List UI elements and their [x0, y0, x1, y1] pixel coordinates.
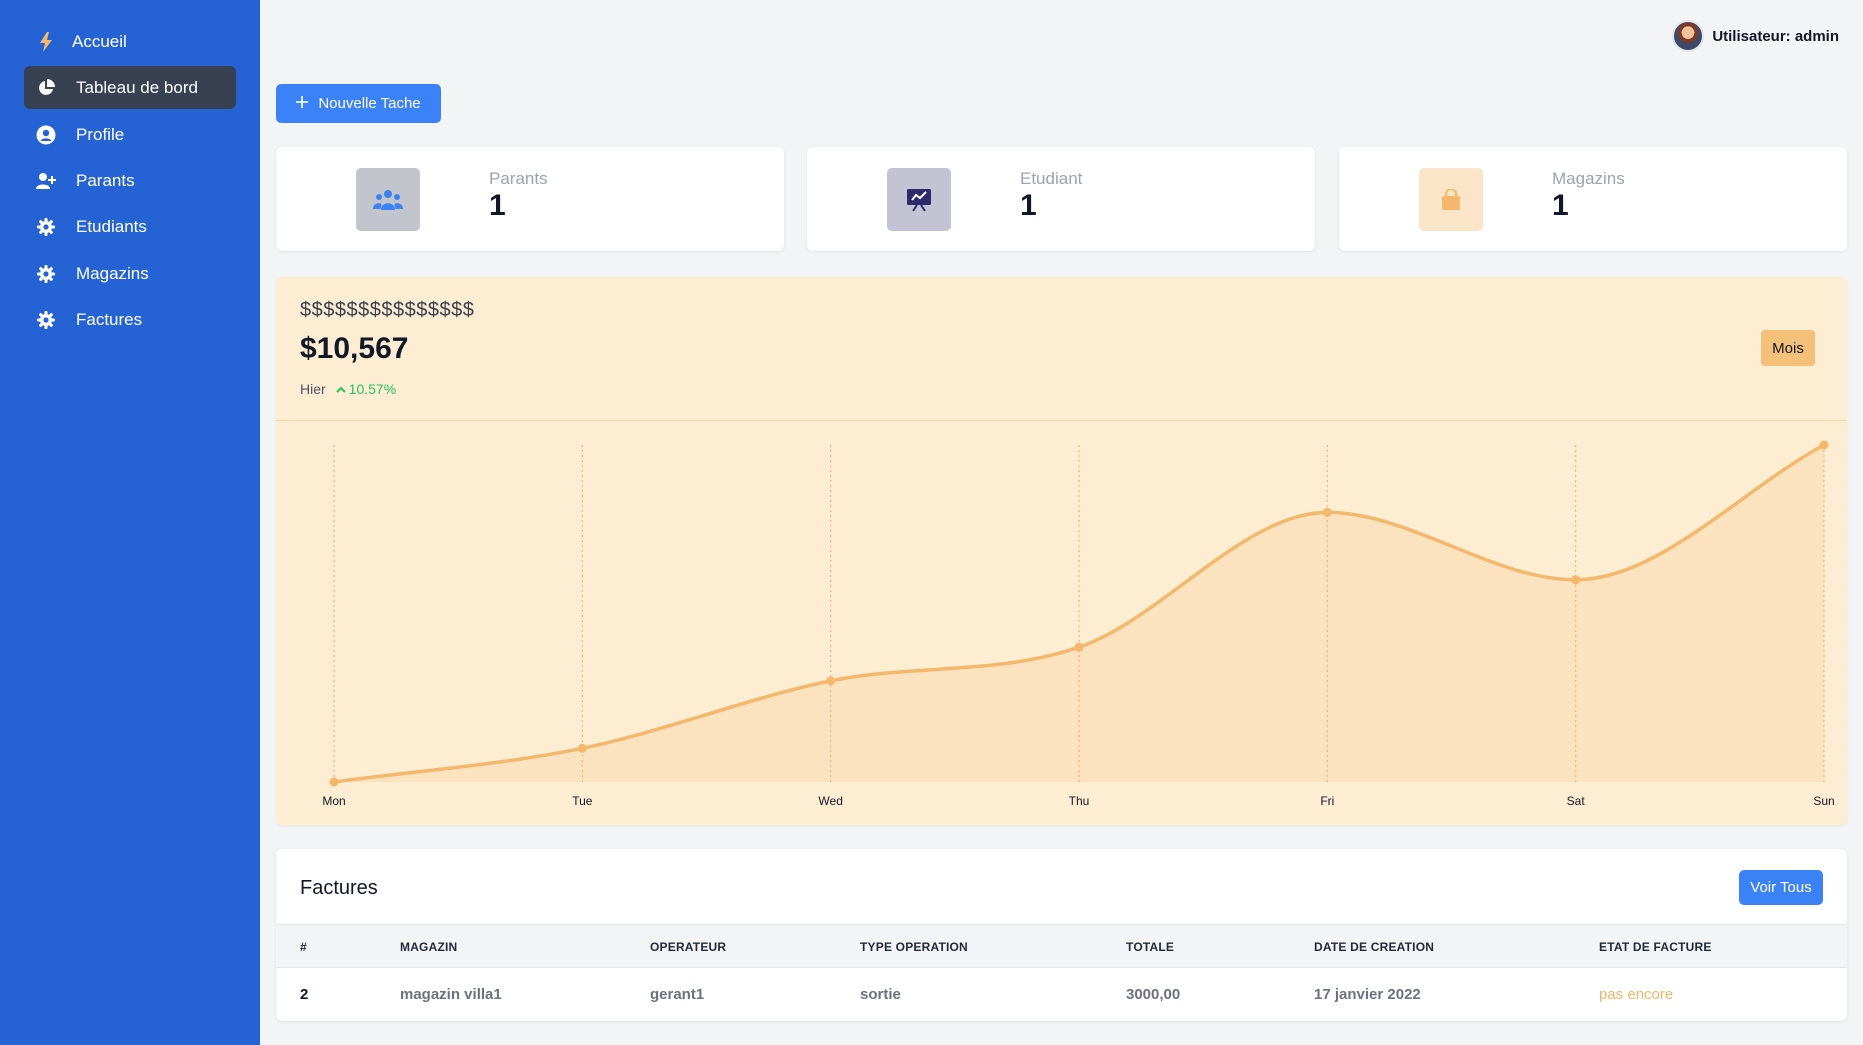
stat-value: 1 [1552, 189, 1569, 222]
stat-value: 1 [489, 189, 506, 222]
chevron-up-icon [335, 381, 346, 397]
x-tick-label: Tue [572, 794, 593, 808]
cell-id: 2 [300, 986, 309, 1003]
sidebar-item-label: Parants [76, 170, 135, 190]
series-area [334, 445, 1824, 782]
user-plus-icon [34, 169, 58, 193]
sidebar-item-etudiants[interactable]: Etudiants [24, 205, 236, 248]
sidebar-item-magazins[interactable]: Magazins [24, 252, 236, 295]
factures-panel: Factures Voir Tous # MAGAZIN OPERATEUR T… [276, 849, 1847, 1021]
shopping-bag-icon [1419, 168, 1483, 231]
factures-title: Factures [300, 877, 378, 899]
column-header: OPERATEUR [650, 940, 727, 954]
new-task-button[interactable]: Nouvelle Tache [276, 84, 441, 123]
sidebar-item-profile[interactable]: Profile [24, 113, 236, 156]
x-tick-label: Fri [1320, 794, 1334, 808]
period-label: Hier [300, 381, 326, 397]
sidebar-item-label: Factures [76, 309, 143, 329]
stat-card-parants: Parants 1 [276, 147, 784, 251]
x-tick-label: Thu [1069, 794, 1090, 808]
users-icon [356, 168, 420, 231]
stat-label: Parants [489, 169, 548, 188]
x-tick-label: Sun [1813, 794, 1834, 808]
column-header: MAGAZIN [400, 940, 458, 954]
cell-totale: 3000,00 [1126, 986, 1181, 1003]
cell-operateur: gerant1 [650, 986, 705, 1003]
sidebar-item-label: Accueil [72, 31, 127, 51]
stat-card-magazins: Magazins 1 [1339, 147, 1847, 251]
user-label: Utilisateur: admin [1712, 27, 1839, 45]
stat-value: 1 [1020, 189, 1037, 222]
revenue-heading: $$$$$$$$$$$$$$$ [300, 299, 475, 321]
status-badge: pas encore [1599, 986, 1674, 1003]
x-tick-label: Mon [322, 794, 345, 808]
point-thu [1074, 642, 1084, 652]
point-fri [1322, 507, 1332, 517]
new-task-label: Nouvelle Tache [318, 95, 421, 112]
sidebar-item-parants[interactable]: Parants [24, 159, 236, 202]
x-tick-label: Sat [1567, 794, 1586, 808]
revenue-amount: $10,567 [300, 332, 409, 365]
column-header: # [300, 940, 307, 954]
column-header: DATE DE CREATION [1314, 940, 1435, 954]
sidebar-item-label: Etudiants [76, 216, 147, 236]
sidebar-item-label: Profile [76, 124, 125, 144]
sidebar-item-factures[interactable]: Factures [24, 298, 236, 341]
sidebar-item-label: Tableau de bord [76, 77, 198, 97]
bolt-icon [34, 30, 58, 54]
user-menu[interactable]: Utilisateur: admin [1672, 20, 1839, 52]
view-all-button[interactable]: Voir Tous [1739, 870, 1823, 905]
table-header: # MAGAZIN OPERATEUR TYPE OPERATION TOTAL… [276, 924, 1847, 968]
stat-label: Magazins [1552, 169, 1625, 188]
x-tick-label: Wed [818, 794, 842, 808]
cell-magazin: magazin villa1 [400, 986, 502, 1003]
column-header: TYPE OPERATION [860, 940, 968, 954]
area-chart: Mon Tue Wed Thu Fri Sat Sun [322, 440, 1835, 808]
column-header: ETAT DE FACTURE [1599, 940, 1712, 954]
trend-value: 10.57% [348, 381, 397, 397]
point-sat [1571, 575, 1581, 585]
revenue-chart-panel: $$$$$$$$$$$$$$$ $10,567 Hier 10.57% Mois… [276, 277, 1847, 825]
user-circle-icon [34, 123, 58, 147]
trend-badge: 10.57% [335, 381, 397, 397]
table-row[interactable]: 2 magazin villa1 gerant1 sortie 3000,00 … [276, 968, 1847, 1021]
sidebar-item-tableau-de-bord[interactable]: Tableau de bord [24, 66, 236, 109]
point-tue [577, 743, 587, 753]
presentation-icon [887, 168, 951, 231]
gear-icon [34, 308, 58, 332]
sidebar: Accueil Tableau de bord Profile Parants … [0, 0, 260, 1045]
cell-date-creation: 17 janvier 2022 [1314, 986, 1421, 1003]
cell-type-operation: sortie [860, 986, 901, 1003]
gear-icon [34, 262, 58, 286]
pie-chart-icon [34, 76, 58, 100]
point-sun [1819, 440, 1829, 450]
stat-label: Etudiant [1020, 169, 1083, 188]
revenue-subtitle: Hier 10.57% [300, 381, 396, 397]
stat-card-etudiant: Etudiant 1 [807, 147, 1315, 251]
point-mon [329, 777, 339, 787]
avatar [1672, 20, 1705, 52]
divider [276, 420, 1847, 421]
gear-icon [34, 215, 58, 239]
point-wed [826, 676, 836, 686]
range-mois-button[interactable]: Mois [1761, 330, 1815, 366]
plus-icon [296, 95, 309, 112]
sidebar-item-accueil[interactable]: Accueil [24, 20, 236, 63]
sidebar-item-label: Magazins [76, 263, 149, 283]
column-header: TOTALE [1126, 940, 1175, 954]
